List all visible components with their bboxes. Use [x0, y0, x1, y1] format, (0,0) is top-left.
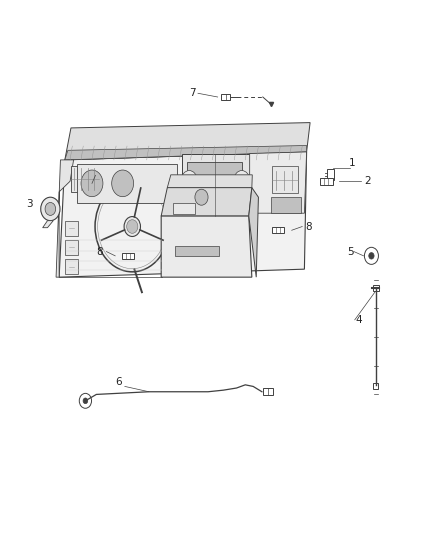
Circle shape — [218, 200, 224, 207]
Circle shape — [181, 171, 197, 190]
Bar — [263, 388, 273, 395]
Bar — [221, 94, 230, 100]
Bar — [272, 166, 298, 193]
Polygon shape — [167, 175, 252, 188]
Bar — [320, 177, 333, 184]
Circle shape — [81, 170, 103, 197]
Polygon shape — [249, 188, 258, 277]
Bar — [187, 162, 242, 193]
Bar — [122, 253, 134, 259]
Bar — [272, 227, 284, 233]
Circle shape — [79, 393, 92, 408]
Polygon shape — [161, 216, 252, 277]
Circle shape — [207, 200, 213, 207]
Circle shape — [195, 189, 208, 205]
Circle shape — [197, 200, 203, 207]
Bar — [182, 154, 250, 216]
Text: 3: 3 — [26, 199, 33, 208]
Bar — [71, 166, 99, 192]
Bar — [77, 164, 177, 203]
Circle shape — [186, 200, 192, 207]
Text: 6: 6 — [115, 377, 122, 387]
Circle shape — [127, 220, 138, 233]
Polygon shape — [161, 188, 252, 216]
Circle shape — [228, 200, 234, 207]
Text: 8: 8 — [96, 247, 103, 256]
Bar — [271, 197, 301, 213]
Bar — [65, 221, 78, 236]
Bar — [65, 240, 78, 255]
Circle shape — [83, 398, 88, 403]
Polygon shape — [250, 152, 307, 213]
Bar — [173, 203, 195, 214]
Polygon shape — [65, 146, 307, 160]
Polygon shape — [65, 123, 310, 160]
Polygon shape — [42, 221, 53, 228]
Bar — [175, 246, 219, 256]
Bar — [327, 169, 334, 180]
Text: 5: 5 — [347, 247, 354, 256]
Circle shape — [45, 203, 56, 215]
Circle shape — [112, 170, 134, 197]
Circle shape — [364, 247, 378, 264]
Bar — [373, 383, 378, 389]
Circle shape — [234, 171, 250, 190]
Text: 8: 8 — [305, 222, 312, 231]
Bar — [65, 259, 78, 274]
Polygon shape — [59, 152, 307, 277]
Text: 2: 2 — [364, 176, 371, 186]
Bar — [187, 197, 242, 211]
Circle shape — [369, 253, 374, 259]
Bar — [373, 285, 379, 291]
Polygon shape — [56, 160, 74, 277]
Circle shape — [41, 197, 60, 221]
Circle shape — [124, 216, 141, 237]
Text: 4: 4 — [356, 315, 363, 325]
Text: 7: 7 — [189, 88, 196, 98]
Text: 1: 1 — [349, 158, 356, 167]
